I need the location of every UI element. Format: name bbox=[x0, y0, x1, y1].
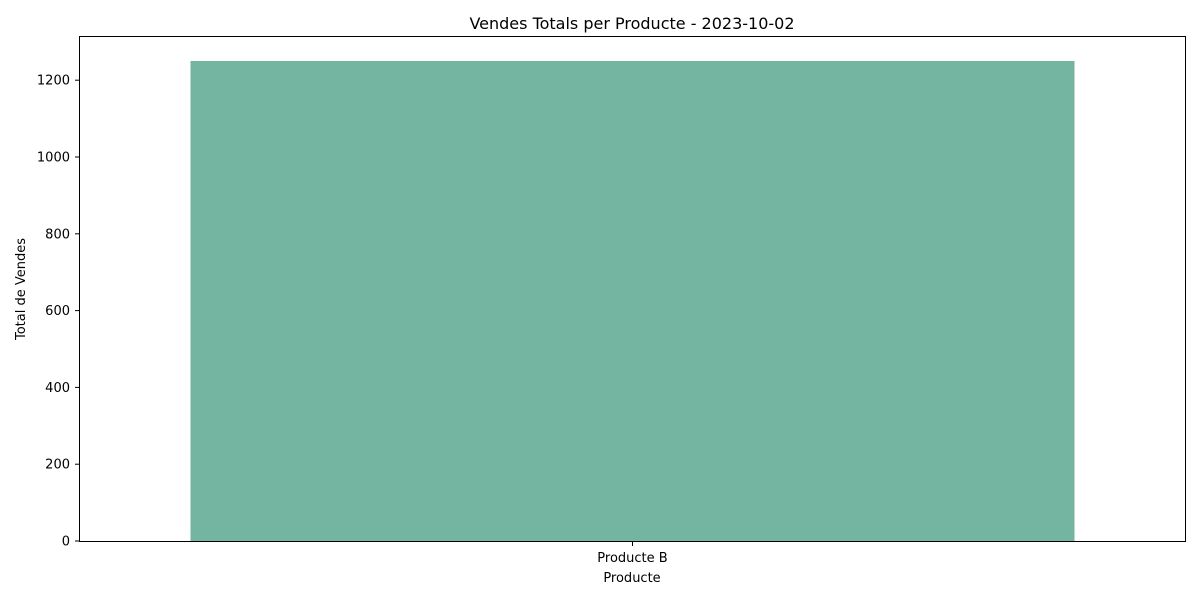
y-axis-ticks: 0 200 400 600 800 1000 1200 bbox=[37, 74, 80, 550]
y-tick-label: 1200 bbox=[37, 74, 70, 89]
chart-title: Vendes Totals per Producte - 2023-10-02 bbox=[469, 14, 794, 33]
x-axis-label: Producte bbox=[603, 571, 660, 586]
bar bbox=[190, 61, 1075, 541]
y-tick-label: 1000 bbox=[37, 151, 70, 166]
plot-frame bbox=[79, 36, 1186, 542]
y-tick-label: 600 bbox=[45, 304, 70, 319]
y-tick-label: 200 bbox=[45, 458, 70, 473]
bars-group bbox=[190, 61, 1075, 541]
x-tick-label: Producte B bbox=[597, 551, 667, 566]
y-axis-label: Total de Vendes bbox=[14, 238, 29, 341]
y-tick-label: 400 bbox=[45, 381, 70, 396]
y-tick-label: 800 bbox=[45, 227, 70, 242]
x-axis-ticks: Producte B bbox=[597, 541, 668, 566]
y-tick-label: 0 bbox=[62, 535, 70, 550]
